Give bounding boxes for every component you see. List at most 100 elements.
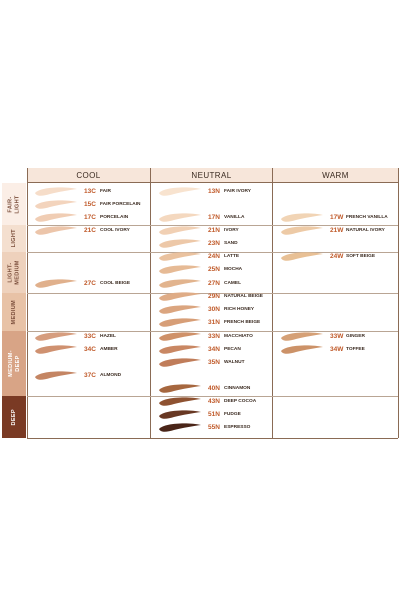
shade-swatch-31n [159,318,201,327]
shade-swatch-37c [35,371,77,380]
shade-code: 21C [84,227,96,234]
shade-code: 27N [208,280,220,287]
shade-code: 40N [208,385,220,392]
shade-code: 17C [84,214,96,221]
shade-swatch-34w [281,345,323,354]
shade-code: 15C [84,201,96,208]
shade-name: FAIR [100,189,111,194]
shade-code: 17N [208,214,220,221]
shade-name: LATTE [224,254,240,259]
shade-swatch-24n [159,252,201,261]
column-header-warm: WARM [322,170,349,180]
shade-swatch-23n [159,239,201,248]
row-label-medium: MEDIUM [2,293,26,331]
shade-code: 31N [208,319,220,326]
row-divider [27,182,398,183]
shade-swatch-33n [159,332,201,341]
shade-name: HAZEL [100,334,116,339]
shade-code: 13N [208,188,220,195]
shade-name: COOL BEIGE [100,281,131,286]
row-label-light-medium: LIGHT- MEDIUM [2,252,26,293]
row-divider [27,225,398,226]
shade-name: FAIR PORCELAIN [100,202,141,207]
shade-name: PORCELAIN [100,215,129,220]
shade-code: 13C [84,188,96,195]
shade-code: 33W [330,333,344,340]
shade-swatch-34c [35,345,77,354]
shade-swatch-29n [159,292,201,301]
row-label-light: LIGHT [2,225,26,252]
shade-name: VANILLA [224,215,245,220]
shade-swatch-21w [281,226,323,235]
shade-swatch-43n [159,397,201,406]
shade-name: TOFFEE [346,347,365,352]
shade-code: 24N [208,253,220,260]
shade-swatch-21c [35,226,77,235]
shade-code: 34N [208,346,220,353]
shade-swatch-51n [159,410,201,419]
shade-code: 33C [84,333,96,340]
shade-name: NATURAL IVORY [346,228,385,233]
shade-name: FRENCH BEIGE [224,320,261,325]
shade-code: 37C [84,372,96,379]
shade-code: 25N [208,266,220,273]
shade-name: MACCHIATO [224,334,253,339]
shade-code: 21N [208,227,220,234]
divider-left [27,168,28,438]
shade-name: RICH HONEY [224,307,255,312]
shade-name: WALNUT [224,360,245,365]
shade-swatch-33c [35,332,77,341]
row-divider [27,293,398,294]
shade-code: 17W [330,214,344,221]
shade-name: ALMOND [100,373,122,378]
shade-name: SOFT BEIGE [346,254,376,259]
shade-code: 43N [208,398,220,405]
shade-name: FRENCH VANILLA [346,215,388,220]
shade-code: 23N [208,240,220,247]
shade-swatch-15c [35,200,77,209]
shade-code: 51N [208,411,220,418]
shade-code: 24W [330,253,344,260]
shade-code: 30N [208,306,220,313]
shade-name: NATURAL BEIGE [224,294,263,299]
shade-name: AMBER [100,347,118,352]
shade-code: 29N [208,293,220,300]
shade-swatch-35n [159,358,201,367]
row-divider [27,331,398,332]
shade-swatch-24w [281,252,323,261]
shade-swatch-27c [35,279,77,288]
column-header-cool: COOL [76,170,101,180]
shade-swatch-17c [35,213,77,222]
shade-name: IVORY [224,228,239,233]
shade-name: DEEP COCOA [224,399,257,404]
shade-swatch-25n [159,265,201,274]
shade-code: 55N [208,424,220,431]
row-label-deep: DEEP [2,396,26,438]
row-label-medium-deep: MEDIUM- DEEP [2,331,26,396]
column-header-neutral: NEUTRAL [191,170,232,180]
shade-name: FAIR IVORY [224,189,252,194]
shade-code: 34C [84,346,96,353]
divider-neutral-warm [272,168,273,438]
shade-code: 21W [330,227,344,234]
shade-swatch-21n [159,226,201,235]
shade-swatch-27n [159,279,201,288]
shade-code: 27C [84,280,96,287]
shade-swatch-17w [281,213,323,222]
shade-swatch-13n [159,187,201,196]
shade-swatch-40n [159,384,201,393]
header-band [27,168,398,182]
shade-code: 33N [208,333,220,340]
shade-swatch-34n [159,345,201,354]
shade-code: 35N [208,359,220,366]
shade-name: CAMEL [224,281,242,286]
shade-name: GINGER [346,334,365,339]
shade-name: ESPRESSO [224,425,251,430]
shade-swatch-33w [281,332,323,341]
divider-right [398,168,399,438]
shade-name: SAND [224,241,238,246]
row-label-fair-light: FAIR- LIGHT [2,183,26,225]
shade-swatch-55n [159,423,201,432]
shade-swatch-17n [159,213,201,222]
